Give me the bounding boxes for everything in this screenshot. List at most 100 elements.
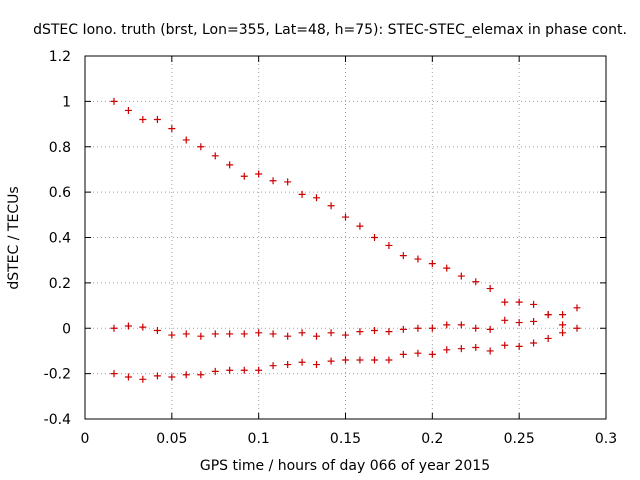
data-point-middle [240, 330, 248, 338]
x-axis-label: GPS time / hours of day 066 of year 2015 [200, 458, 490, 474]
data-point-lower [573, 304, 581, 312]
data-point-upper [559, 311, 567, 319]
data-point-upper [298, 190, 306, 198]
data-point-upper [312, 194, 320, 202]
data-point-lower [515, 342, 523, 350]
data-point-middle [501, 316, 509, 324]
y-tick-label: 0 [62, 321, 71, 337]
x-tick-label: 0.1 [248, 431, 270, 447]
data-point-middle [414, 324, 422, 332]
chart-title: dSTEC Iono. truth (brst, Lon=355, Lat=48… [33, 22, 627, 38]
data-point-middle [371, 327, 379, 335]
data-point-lower [342, 356, 349, 364]
data-point-middle [443, 321, 451, 329]
data-point-upper [371, 234, 379, 241]
data-point-middle [312, 332, 320, 340]
data-point-middle [139, 323, 147, 331]
data-point-middle [110, 324, 118, 332]
data-point-lower [153, 372, 161, 380]
data-point-upper [269, 177, 277, 185]
data-point-upper [428, 260, 436, 268]
data-point-middle [356, 328, 364, 336]
data-point-middle [428, 324, 436, 332]
data-point-upper [168, 125, 176, 133]
data-point-middle [298, 329, 306, 337]
data-point-upper [110, 97, 118, 105]
y-tick-label: -0.2 [44, 367, 71, 383]
data-point-lower [110, 370, 118, 378]
data-point-upper [399, 252, 407, 260]
data-point-middle [544, 311, 552, 319]
tick-layer [84, 55, 607, 420]
data-point-middle [182, 330, 190, 338]
data-point-middle [327, 329, 335, 337]
data-point-lower [414, 349, 422, 357]
data-point-middle [153, 327, 161, 335]
data-point-middle [457, 321, 465, 329]
data-point-middle [486, 325, 494, 333]
data-point-lower [559, 329, 567, 337]
data-point-middle [211, 330, 219, 338]
data-point-lower [544, 334, 552, 342]
data-point-lower [530, 339, 538, 347]
x-tick-label: 0.15 [330, 431, 361, 447]
data-point-upper [457, 272, 465, 280]
data-point-middle [226, 330, 234, 338]
data-point-middle [515, 319, 523, 327]
x-tick-label: 0.2 [421, 431, 443, 447]
data-point-upper [414, 255, 422, 263]
data-point-upper [501, 298, 509, 306]
data-point-upper [443, 264, 451, 272]
data-point-lower [240, 366, 248, 374]
data-point-lower [284, 361, 292, 369]
data-point-lower [168, 373, 176, 381]
data-point-middle [559, 321, 567, 329]
data-point-upper [327, 202, 335, 210]
data-point-upper [153, 116, 161, 124]
data-point-upper [139, 116, 147, 124]
y-tick-label: 0.2 [49, 276, 71, 292]
y-tick-label: 1.2 [49, 49, 71, 65]
data-point-lower [443, 346, 451, 354]
x-tick-label: 0.3 [595, 431, 617, 447]
data-point-upper [226, 161, 234, 169]
data-point-upper [284, 178, 292, 186]
data-point-lower [226, 366, 234, 374]
data-point-middle [269, 330, 277, 338]
data-point-lower [211, 367, 219, 375]
data-point-middle [385, 328, 393, 336]
data-point-lower [399, 350, 407, 358]
data-point-lower [486, 347, 494, 355]
data-point-middle [124, 322, 132, 330]
y-tick-label: 0.4 [49, 231, 71, 247]
data-point-upper [342, 213, 349, 221]
data-point-middle [284, 332, 292, 340]
data-point-upper [385, 241, 393, 249]
x-tick-label: 0 [81, 431, 90, 447]
data-point-lower [197, 371, 205, 379]
data-point-upper [530, 300, 538, 308]
data-point-lower [385, 356, 393, 364]
y-axis-label: dSTEC / TECUs [6, 186, 22, 289]
data-point-middle [399, 325, 407, 333]
data-point-upper [197, 143, 205, 151]
data-point-lower [457, 345, 465, 353]
x-tick-labels: 0 0.05 0.1 0.15 0.2 0.25 0.3 [81, 431, 618, 447]
data-point-lower [269, 362, 277, 370]
data-point-lower [472, 344, 480, 352]
data-point-middle [197, 332, 205, 340]
y-tick-label: 1 [62, 94, 71, 110]
data-point-lower [139, 375, 147, 383]
data-point-lower [312, 361, 320, 369]
data-point-upper [182, 136, 190, 144]
data-point-middle [342, 331, 349, 339]
data-point-upper [356, 222, 364, 230]
data-point-lower [327, 357, 335, 365]
grid-layer [85, 56, 606, 419]
data-point-lower [371, 356, 379, 364]
data-point-upper [472, 278, 480, 286]
data-points [110, 97, 581, 383]
x-tick-label: 0.25 [504, 431, 535, 447]
y-tick-label: 0.6 [49, 185, 71, 201]
